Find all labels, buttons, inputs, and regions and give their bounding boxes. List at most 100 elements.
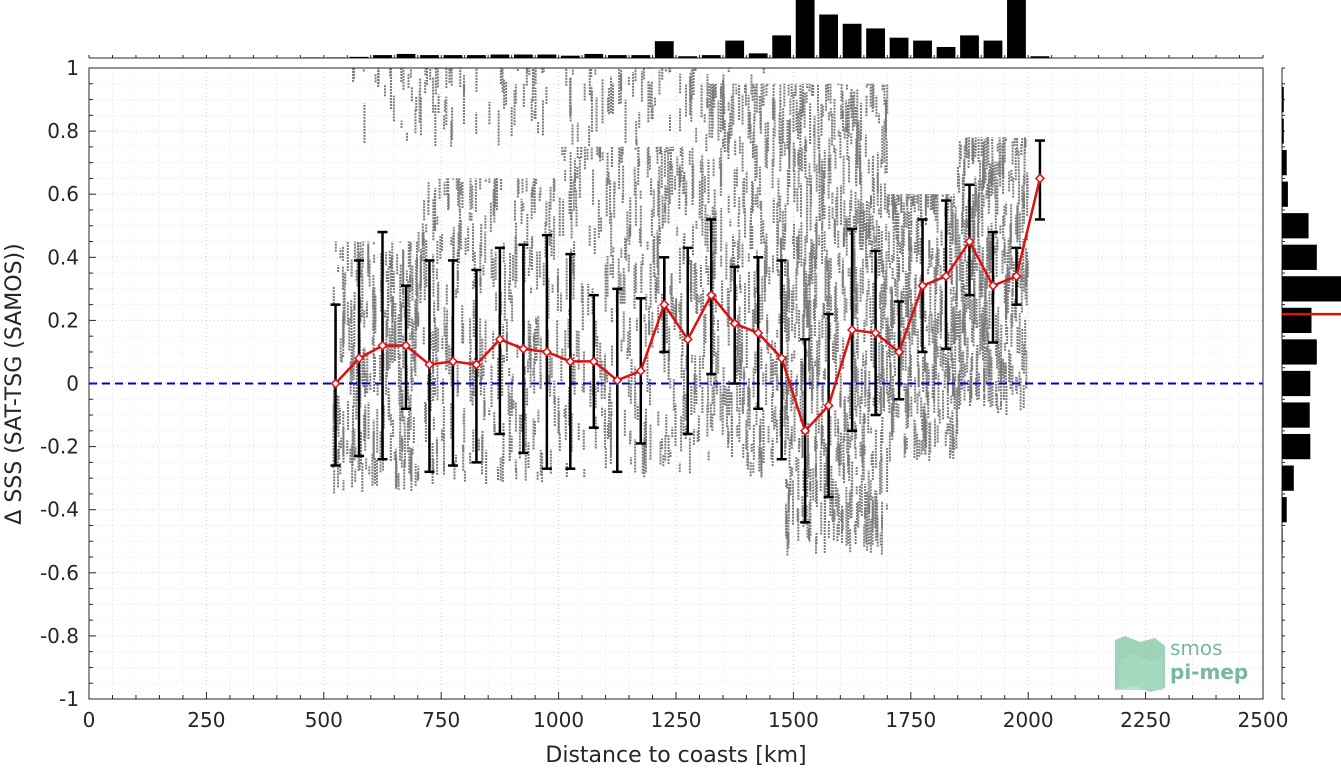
y-axis-label: Δ SSS (SAT-TSG (SAMOS)) [2, 243, 27, 524]
series-point [706, 290, 717, 301]
y-tick-label: 0.2 [47, 308, 79, 332]
top-hist-bar [631, 55, 651, 58]
y-tick-label: 0.8 [47, 119, 79, 143]
right-hist-bar [1282, 402, 1310, 428]
right-hist-bar [1282, 433, 1311, 460]
y-tick-label: 1 [66, 56, 79, 80]
top-hist-bar [678, 56, 698, 58]
series-point [565, 356, 576, 367]
top-hist-bar [1007, 0, 1026, 58]
series-point [447, 356, 459, 367]
logo-smos-text: smos [1170, 636, 1223, 660]
top-hist-bar [1030, 56, 1050, 58]
y-tick-label: 0.6 [47, 182, 79, 206]
top-hist-bar [772, 35, 792, 58]
right-hist-bar [1282, 276, 1341, 302]
right-hist-bar [1282, 150, 1287, 176]
x-tick-label: 1750 [885, 708, 936, 732]
series-point [823, 400, 834, 411]
y-tick-label: 0.4 [47, 245, 79, 269]
x-tick-label: 2500 [1238, 708, 1289, 732]
series-point [1011, 271, 1022, 282]
right-hist-bar [1282, 497, 1287, 523]
x-tick-label: 1250 [651, 708, 702, 732]
top-hist-bar [584, 53, 604, 58]
series-point [800, 425, 811, 436]
top-hist-bar [889, 37, 909, 58]
top-hist-bar [725, 40, 745, 58]
y-tick-label: -0.4 [40, 498, 79, 522]
series-point [870, 327, 881, 339]
top-hist-bar [373, 55, 392, 58]
x-axis-ticks: 0 250 500 750 1000 1250 1500 1750 2000 2250 2500 [83, 692, 1289, 732]
series-point [518, 343, 529, 354]
top-hist-bar [748, 53, 768, 58]
top-hist-bar [936, 46, 956, 58]
top-hist-bar [960, 35, 979, 58]
series-point [682, 334, 693, 345]
top-histogram [88, 0, 1264, 59]
series-point [987, 280, 999, 291]
top-hist-bar [654, 41, 674, 58]
x-tick-label: 1500 [768, 708, 819, 732]
logo-pimep-text: pi-mep [1170, 660, 1248, 684]
x-axis-label: Distance to coasts [km] [545, 743, 806, 768]
top-hist-bar [420, 55, 439, 58]
series-point [753, 327, 764, 339]
series-point [776, 353, 787, 364]
top-hist-bar [326, 57, 345, 58]
top-hist-bar [842, 23, 862, 59]
series-point [588, 356, 599, 367]
series-point [635, 365, 646, 376]
series-point [612, 375, 623, 386]
x-tick-label: 750 [422, 708, 460, 732]
right-hist-bar [1282, 213, 1309, 239]
series-point [940, 271, 952, 282]
top-hist-bar [560, 55, 580, 58]
top-hist-bar [983, 40, 1003, 58]
x-tick-label: 500 [305, 708, 343, 732]
mean-series [330, 173, 1046, 436]
series-point [729, 318, 740, 329]
right-hist-bar [1282, 118, 1284, 144]
x-tick-label: 0 [83, 708, 96, 732]
right-histogram [1281, 67, 1341, 700]
y-tick-label: 0 [66, 372, 79, 396]
top-hist-bar [701, 55, 721, 58]
series-point [964, 236, 975, 247]
right-hist-bar [1282, 339, 1317, 365]
top-hist-bar [607, 55, 627, 58]
top-hist-bar [443, 55, 463, 58]
right-hist-bar [1282, 307, 1312, 334]
series-point [659, 299, 670, 310]
right-hist-bar [1282, 465, 1294, 491]
right-hist-bar [1282, 370, 1311, 397]
series-point [377, 340, 388, 351]
top-hist-bar [467, 55, 486, 58]
y-tick-label: -0.8 [40, 624, 79, 648]
x-tick-label: 2250 [1120, 708, 1171, 732]
scatter-points [332, 68, 1029, 556]
series-point [917, 280, 928, 291]
top-hist-bar [302, 57, 322, 58]
x-tick-label: 250 [187, 708, 225, 732]
series-point [847, 324, 858, 335]
series-point [494, 334, 505, 345]
series-point [471, 359, 482, 370]
top-hist-bar [795, 0, 815, 58]
top-hist-bar [819, 14, 839, 58]
y-tick-label: -1 [59, 687, 79, 711]
right-hist-bar [1282, 86, 1284, 113]
smos-pi-mep-logo: smos pi-mep [1115, 636, 1248, 692]
top-hist-bar [349, 56, 369, 58]
y-tick-label: -0.2 [40, 435, 79, 459]
series-point [424, 359, 435, 370]
top-hist-bar [537, 54, 557, 58]
top-hist-bar [866, 28, 885, 58]
series-point [400, 340, 412, 351]
top-hist-bar [913, 40, 932, 58]
series-point [541, 346, 552, 358]
y-tick-label: -0.6 [40, 561, 79, 585]
right-hist-bar [1282, 181, 1288, 207]
